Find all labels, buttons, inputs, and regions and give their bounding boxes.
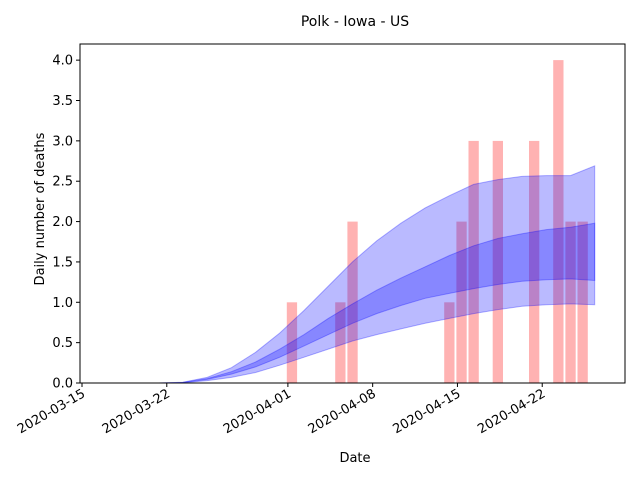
x-tick-label: 2020-04-01 [221, 386, 294, 437]
bar-2020-04-21 [529, 140, 540, 383]
x-tick-label: 2020-03-22 [100, 386, 173, 437]
bar-2020-04-18 [492, 140, 503, 383]
y-tick-label: 3.0 [52, 134, 73, 149]
y-tick-label: 1.5 [52, 255, 73, 270]
chart-title: Polk - Iowa - US [301, 14, 409, 30]
bar-2020-04-15 [456, 221, 467, 383]
x-tick-label: 2020-03-15 [15, 386, 88, 437]
y-tick-label: 0.0 [52, 377, 73, 392]
y-tick-label: 3.5 [52, 94, 73, 109]
bar-2020-04-25 [577, 221, 588, 383]
y-tick-label: 0.5 [52, 336, 73, 351]
plot-frame [79, 43, 626, 384]
x-tick-label: 2020-04-22 [475, 386, 548, 437]
y-axis-label: Daily number of deaths [33, 132, 48, 285]
bar-2020-04-16 [468, 140, 479, 383]
bar-2020-04-06 [347, 221, 358, 383]
bar-2020-04-01 [286, 302, 298, 383]
x-tick-label: 2020-04-08 [306, 386, 379, 437]
y-tick-label: 2.0 [52, 215, 73, 230]
y-tick-label: 4.0 [52, 54, 73, 69]
band-inner [158, 222, 596, 384]
bar-2020-04-24 [565, 221, 576, 383]
y-tick-label: 1.0 [52, 296, 73, 311]
x-axis-label: Date [339, 451, 370, 466]
x-tick-label: 2020-04-15 [391, 386, 464, 437]
y-tick-label: 2.5 [52, 175, 73, 190]
band-outer [158, 165, 596, 384]
bar-2020-04-23 [553, 60, 564, 383]
bar-2020-04-14 [444, 302, 455, 383]
bar-2020-04-05 [335, 302, 346, 383]
